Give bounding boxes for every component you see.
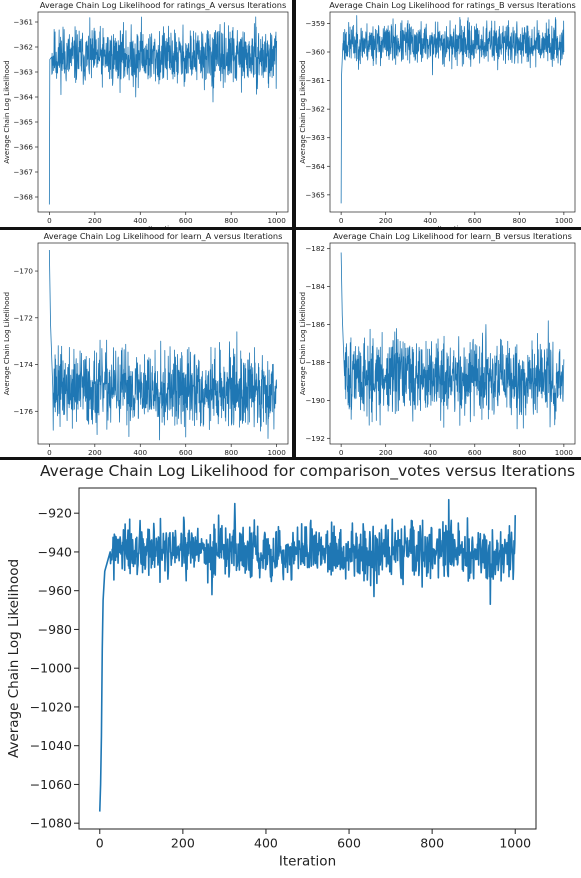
y-tick-label: −361 (13, 18, 33, 27)
y-tick-label: −176 (13, 407, 33, 416)
series-line (98, 498, 517, 812)
x-tick-label: 600 (468, 448, 482, 457)
chart-panel-ratings-a: Average Chain Log Likelihood for ratings… (0, 0, 292, 227)
y-tick-label: −365 (305, 190, 325, 199)
y-tick-label: −940 (38, 544, 72, 559)
chart-panel-learn-b: Average Chain Log Likelihood for learn_B… (296, 230, 581, 457)
x-tick-label: 800 (512, 216, 526, 225)
y-tick-label: −188 (305, 358, 325, 367)
series-line (48, 16, 278, 205)
x-tick-label: 600 (179, 216, 193, 225)
y-axis-label: Average Chain Log Likelihood (299, 60, 307, 163)
x-tick-label: 1000 (499, 836, 531, 851)
chart-title: Average Chain Log Likelihood for compari… (40, 462, 575, 481)
y-tick-label: −364 (305, 162, 325, 171)
x-axis-label: Iteration (438, 225, 468, 227)
y-tick-label: −920 (38, 506, 72, 521)
x-tick-label: 0 (96, 836, 104, 851)
chart-learn-b: Average Chain Log Likelihood for learn_B… (299, 231, 576, 457)
x-tick-label: 400 (423, 448, 437, 457)
x-tick-label: 0 (47, 448, 52, 457)
series-line (340, 15, 565, 204)
chart-panel-comparison-votes: Average Chain Log Likelihood for compari… (0, 460, 581, 878)
x-tick-label: 800 (420, 836, 444, 851)
x-tick-label: 200 (379, 448, 393, 457)
y-tick-label: −360 (305, 48, 325, 57)
chart-title: Average Chain Log Likelihood for learn_A… (44, 231, 283, 241)
y-tick-label: −362 (13, 43, 33, 52)
y-tick-label: −190 (305, 396, 325, 405)
x-tick-label: 600 (179, 448, 193, 457)
x-tick-label: 400 (423, 216, 437, 225)
x-tick-label: 200 (88, 448, 102, 457)
y-tick-label: −1040 (30, 738, 72, 753)
chart-title: Average Chain Log Likelihood for learn_B… (333, 231, 572, 241)
x-tick-label: 1000 (267, 216, 286, 225)
y-tick-label: −174 (13, 360, 33, 369)
y-axis-label: Average Chain Log Likelihood (3, 60, 11, 163)
x-tick-label: 0 (339, 216, 344, 225)
y-tick-label: −1060 (30, 777, 72, 792)
plot-frame (329, 242, 576, 445)
x-tick-label: 1000 (267, 448, 286, 457)
y-tick-label: −368 (13, 193, 33, 202)
chart-panel-ratings-b: Average Chain Log Likelihood for ratings… (296, 0, 581, 227)
x-tick-label: 800 (224, 448, 238, 457)
chart-ratings-a: Average Chain Log Likelihood for ratings… (3, 0, 289, 227)
plot-frame (78, 487, 537, 830)
y-tick-label: −364 (13, 93, 33, 102)
x-tick-label: 400 (133, 216, 147, 225)
y-tick-label: −359 (305, 19, 325, 28)
y-tick-label: −170 (13, 267, 33, 276)
chart-learn-a: Average Chain Log Likelihood for learn_A… (3, 231, 289, 457)
chart-title: Average Chain Log Likelihood for ratings… (40, 0, 287, 10)
x-axis-label: Iteration (148, 225, 178, 227)
divider-horizontal-upper (0, 227, 581, 230)
x-tick-label: 200 (171, 836, 195, 851)
y-tick-label: −980 (38, 622, 72, 637)
y-tick-label: −182 (305, 244, 325, 253)
x-tick-label: 800 (512, 448, 526, 457)
x-tick-label: 1000 (555, 448, 574, 457)
y-axis-label: Average Chain Log Likelihood (299, 292, 307, 395)
x-tick-label: 200 (379, 216, 393, 225)
x-tick-label: 0 (339, 448, 344, 457)
plot-frame (37, 11, 289, 213)
y-tick-label: −960 (38, 583, 72, 598)
y-tick-label: −366 (13, 143, 33, 152)
series-line (340, 252, 565, 430)
y-tick-label: −1020 (30, 699, 72, 714)
y-tick-label: −363 (305, 133, 325, 142)
x-axis-label: Iteration (279, 854, 336, 870)
x-tick-label: 600 (468, 216, 482, 225)
chart-ratings-b: Average Chain Log Likelihood for ratings… (299, 0, 576, 227)
y-tick-label: −1000 (30, 661, 72, 676)
x-tick-label: 1000 (555, 216, 574, 225)
y-tick-label: −1080 (30, 816, 72, 831)
y-axis-label: Average Chain Log Likelihood (6, 559, 22, 758)
x-tick-label: 400 (254, 836, 278, 851)
x-tick-label: 400 (133, 448, 147, 457)
y-tick-label: −192 (305, 434, 325, 443)
y-axis-label: Average Chain Log Likelihood (3, 292, 11, 395)
y-tick-label: −365 (13, 118, 33, 127)
x-tick-label: 0 (47, 216, 52, 225)
plot-frame (329, 11, 576, 213)
y-tick-label: −367 (13, 168, 33, 177)
chart-title: Average Chain Log Likelihood for ratings… (329, 0, 576, 10)
chart-comparison-votes: Average Chain Log Likelihood for compari… (6, 462, 575, 870)
y-tick-label: −186 (305, 320, 325, 329)
y-tick-label: −184 (305, 282, 325, 291)
chart-panel-learn-a: Average Chain Log Likelihood for learn_A… (0, 230, 292, 457)
y-tick-label: −362 (305, 105, 325, 114)
plot-frame (37, 242, 289, 445)
x-tick-label: 600 (337, 836, 361, 851)
x-tick-label: 200 (88, 216, 102, 225)
y-tick-label: −361 (305, 76, 325, 85)
x-tick-label: 800 (224, 216, 238, 225)
y-tick-label: −172 (13, 313, 33, 322)
divider-horizontal-lower (0, 457, 581, 460)
y-tick-label: −363 (13, 68, 33, 77)
series-line (48, 250, 278, 441)
